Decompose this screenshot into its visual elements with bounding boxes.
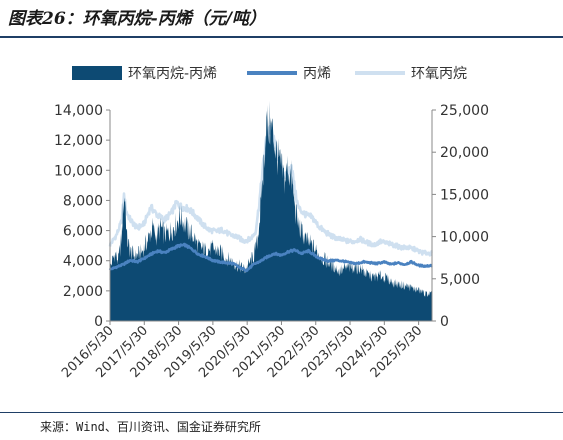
series-line-propylene [108, 242, 433, 273]
left-tick-label: 12,000 [54, 133, 103, 149]
left-tick-label: 2,000 [63, 284, 103, 300]
source-note: 来源：Wind、百川资讯、国金证券研究所 [40, 420, 261, 434]
right-tick-label: 20,000 [440, 145, 489, 161]
legend-label-propylene: 丙烯 [303, 66, 331, 82]
title-divider [0, 36, 563, 38]
left-tick-label: 8,000 [63, 193, 103, 209]
right-tick-label: 25,000 [440, 103, 489, 119]
plot-area [108, 100, 433, 321]
left-tick-label: 0 [94, 314, 103, 330]
right-tick-label: 10,000 [440, 230, 489, 246]
right-tick-label: 0 [440, 314, 449, 330]
chart-title: 图表26：环氧丙烷-丙烯（元/吨） [8, 9, 266, 29]
right-tick-label: 5,000 [440, 272, 480, 288]
legend-swatch-spread [72, 66, 122, 80]
left-tick-label: 6,000 [63, 224, 103, 240]
left-tick-label: 10,000 [54, 163, 103, 179]
legend-label-po: 环氧丙烷 [411, 66, 467, 82]
chart: 环氧丙烷-丙烯 丙烯 环氧丙烷 0 2,000 4,000 6,000 8,000 10,00… [54, 66, 489, 381]
left-tick-label: 4,000 [63, 254, 103, 270]
legend-label-spread: 环氧丙烷-丙烯 [128, 66, 217, 82]
series-area-spread [110, 100, 432, 321]
source-divider [0, 412, 563, 413]
left-tick-label: 14,000 [54, 103, 103, 119]
legend: 环氧丙烷-丙烯 丙烯 环氧丙烷 [72, 66, 467, 82]
right-tick-label: 15,000 [440, 187, 489, 203]
